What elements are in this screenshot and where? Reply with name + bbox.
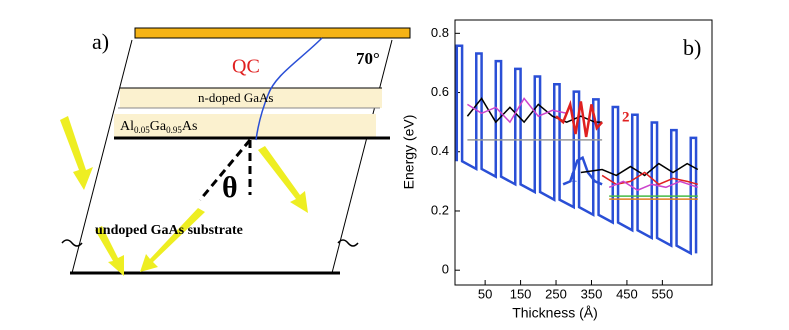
qc-label: QC xyxy=(232,56,260,78)
y-tick-label: 0.2 xyxy=(431,202,449,217)
tilde xyxy=(61,239,359,247)
edge xyxy=(71,39,133,274)
panel-label: a) xyxy=(92,29,109,54)
series-line xyxy=(555,99,604,138)
text-part: 0.05 xyxy=(134,125,150,135)
arrow xyxy=(258,146,308,213)
substrate-label: undoped GaAs substrate xyxy=(95,223,243,238)
x-tick-label: 50 xyxy=(478,286,492,301)
y-tick-label: 0.6 xyxy=(431,84,449,99)
x-tick-label: 450 xyxy=(616,286,638,301)
panel-a: a) QC 70° n-doped GaAs Al0.05Ga0.95As θ … xyxy=(60,27,411,276)
x-tick-label: 250 xyxy=(545,286,567,301)
x-tick-label: 550 xyxy=(652,286,674,301)
annotation: 1 xyxy=(570,169,578,185)
x-tick-label: 350 xyxy=(581,286,603,301)
edge xyxy=(331,39,393,274)
series-line xyxy=(562,155,603,186)
text-part: Al xyxy=(120,119,134,134)
series-line xyxy=(608,180,699,192)
annotation: 2 xyxy=(622,109,630,125)
top-contact xyxy=(134,27,411,39)
text-part: As xyxy=(182,119,198,134)
panel-b: b) Thickness (Å) Energy (eV) 50 150 250 350… xyxy=(401,19,713,321)
x-axis-title: Thickness (Å) xyxy=(512,305,598,321)
y-tick-label: 0.4 xyxy=(431,143,449,158)
al-layer-label: Al0.05Ga0.95As xyxy=(120,119,197,135)
y-tick-label: 0.8 xyxy=(431,25,449,40)
angle-lines xyxy=(198,139,252,201)
x-tick-label: 150 xyxy=(510,286,532,301)
series-line xyxy=(580,162,699,177)
theta-label: θ xyxy=(222,171,238,204)
y-tick-label: 0 xyxy=(442,262,449,277)
arrow xyxy=(95,226,124,276)
series-line xyxy=(455,44,698,256)
plot-frame xyxy=(454,19,713,286)
text-part: Ga xyxy=(150,119,167,134)
n-layer-label: n-doped GaAs xyxy=(198,90,273,105)
series-line xyxy=(466,97,603,124)
n-layer xyxy=(120,88,382,108)
al-layer xyxy=(114,114,376,138)
arrow xyxy=(140,208,205,272)
text-part: 0.95 xyxy=(166,125,182,135)
y-axis-title: Energy (eV) xyxy=(401,115,417,190)
panel-label: b) xyxy=(683,35,701,60)
arrows xyxy=(60,116,308,276)
profile-curve xyxy=(255,37,323,141)
angle-label: 70° xyxy=(356,49,380,68)
series-line xyxy=(467,97,567,124)
arrow xyxy=(60,116,93,190)
